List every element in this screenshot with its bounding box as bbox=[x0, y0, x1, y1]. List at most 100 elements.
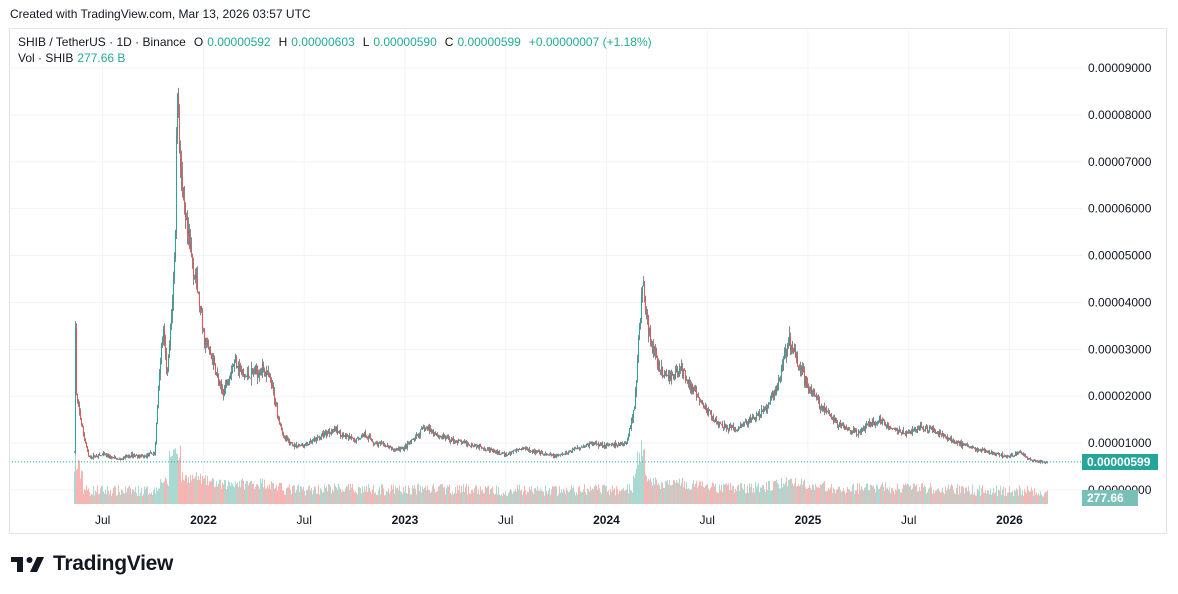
candle-body bbox=[758, 412, 760, 417]
symbol-label[interactable]: SHIB / TetherUS · 1D · Binance bbox=[18, 35, 186, 49]
candle-body bbox=[272, 385, 274, 392]
volume-bar bbox=[911, 488, 913, 504]
candle-body bbox=[666, 375, 668, 377]
volume-bar bbox=[362, 492, 364, 504]
candle-body bbox=[833, 418, 835, 422]
candle-body bbox=[654, 349, 656, 351]
candle-body bbox=[1035, 460, 1037, 462]
candle-body bbox=[858, 431, 860, 433]
volume-bar bbox=[622, 487, 624, 504]
volume-bar bbox=[455, 493, 457, 504]
volume-bar bbox=[1041, 496, 1043, 504]
candle-body bbox=[250, 368, 252, 378]
candle-body bbox=[81, 423, 83, 427]
candle-body bbox=[468, 444, 470, 446]
volume-bar bbox=[813, 489, 815, 504]
volume-bar bbox=[529, 489, 531, 504]
volume-bar bbox=[571, 488, 573, 504]
candle-body bbox=[603, 444, 605, 447]
volume-bar bbox=[510, 490, 512, 504]
candle-body bbox=[593, 442, 595, 444]
candle-body bbox=[204, 338, 206, 345]
candle-body bbox=[908, 432, 910, 433]
volume-bar bbox=[250, 481, 252, 504]
candle-body bbox=[1036, 461, 1038, 463]
volume-bar bbox=[278, 482, 280, 504]
candle-body bbox=[267, 372, 269, 377]
candle-body bbox=[87, 450, 89, 457]
candle-body bbox=[417, 434, 419, 437]
volume-bar bbox=[530, 486, 532, 504]
candle-body bbox=[636, 361, 638, 382]
volume-bar bbox=[1007, 492, 1009, 504]
volume-bar bbox=[856, 483, 858, 504]
candle-body bbox=[861, 428, 863, 430]
volume-bar bbox=[494, 494, 496, 504]
volume-bar bbox=[217, 483, 219, 504]
candle-body bbox=[737, 427, 739, 431]
volume-bar bbox=[167, 485, 169, 504]
candle-body bbox=[670, 374, 672, 380]
candle-body bbox=[981, 449, 983, 450]
volume-bar bbox=[666, 480, 668, 504]
candle-body bbox=[613, 443, 615, 448]
volume-bar bbox=[925, 493, 927, 504]
candle-body bbox=[786, 344, 788, 356]
volume-bar bbox=[836, 489, 838, 504]
candle-body bbox=[74, 327, 76, 452]
volume-bar bbox=[532, 493, 534, 504]
volume-bar bbox=[172, 449, 174, 504]
candle-body bbox=[165, 353, 167, 373]
candle-body bbox=[185, 217, 187, 220]
volume-bar bbox=[730, 489, 732, 504]
volume-bar bbox=[734, 488, 736, 504]
candle-body bbox=[93, 454, 95, 458]
candle-body bbox=[115, 458, 117, 460]
volume-bar bbox=[449, 493, 451, 504]
volume-bar bbox=[104, 489, 106, 504]
candle-body bbox=[269, 376, 271, 382]
candle-body bbox=[975, 448, 977, 451]
candle-body bbox=[962, 443, 964, 446]
volume-bar bbox=[312, 490, 314, 504]
volume-bar bbox=[357, 486, 359, 504]
candle-body bbox=[107, 454, 109, 458]
candle-body bbox=[778, 379, 780, 381]
candle-body bbox=[760, 409, 762, 416]
volume-bar bbox=[551, 486, 553, 504]
volume-bar bbox=[137, 485, 139, 504]
x-tick-label: Jul bbox=[700, 513, 715, 527]
candle-body bbox=[425, 428, 427, 430]
volume-bar bbox=[363, 486, 365, 504]
candle-body bbox=[92, 454, 94, 458]
volume-bar bbox=[443, 486, 445, 504]
candle-body bbox=[995, 453, 997, 456]
candle-body bbox=[587, 444, 589, 447]
volume-bar bbox=[941, 487, 943, 504]
candle-body bbox=[156, 405, 158, 424]
candle-body bbox=[437, 435, 439, 437]
volume-bar bbox=[543, 495, 545, 504]
volume-bar bbox=[84, 490, 86, 504]
candle-body bbox=[292, 445, 294, 447]
candle-body bbox=[657, 361, 659, 366]
candle-body bbox=[213, 358, 215, 366]
volume-bar bbox=[277, 486, 279, 504]
volume-bar bbox=[76, 468, 78, 504]
candle-body bbox=[369, 436, 371, 440]
volume-bar bbox=[786, 486, 788, 504]
volume-bar bbox=[994, 492, 996, 504]
volume-bar bbox=[430, 491, 432, 504]
candle-body bbox=[313, 438, 315, 441]
candle-body bbox=[239, 365, 241, 371]
volume-bar bbox=[193, 478, 195, 504]
y-tick-label: 0.00003000 bbox=[1088, 342, 1152, 356]
candle-body bbox=[634, 389, 636, 409]
volume-bar bbox=[740, 483, 742, 504]
volume-label[interactable]: Vol · SHIB bbox=[18, 51, 74, 65]
candle-body bbox=[905, 432, 907, 436]
candle-body bbox=[105, 454, 107, 457]
volume-bar bbox=[508, 491, 510, 504]
candle-body bbox=[375, 442, 377, 444]
